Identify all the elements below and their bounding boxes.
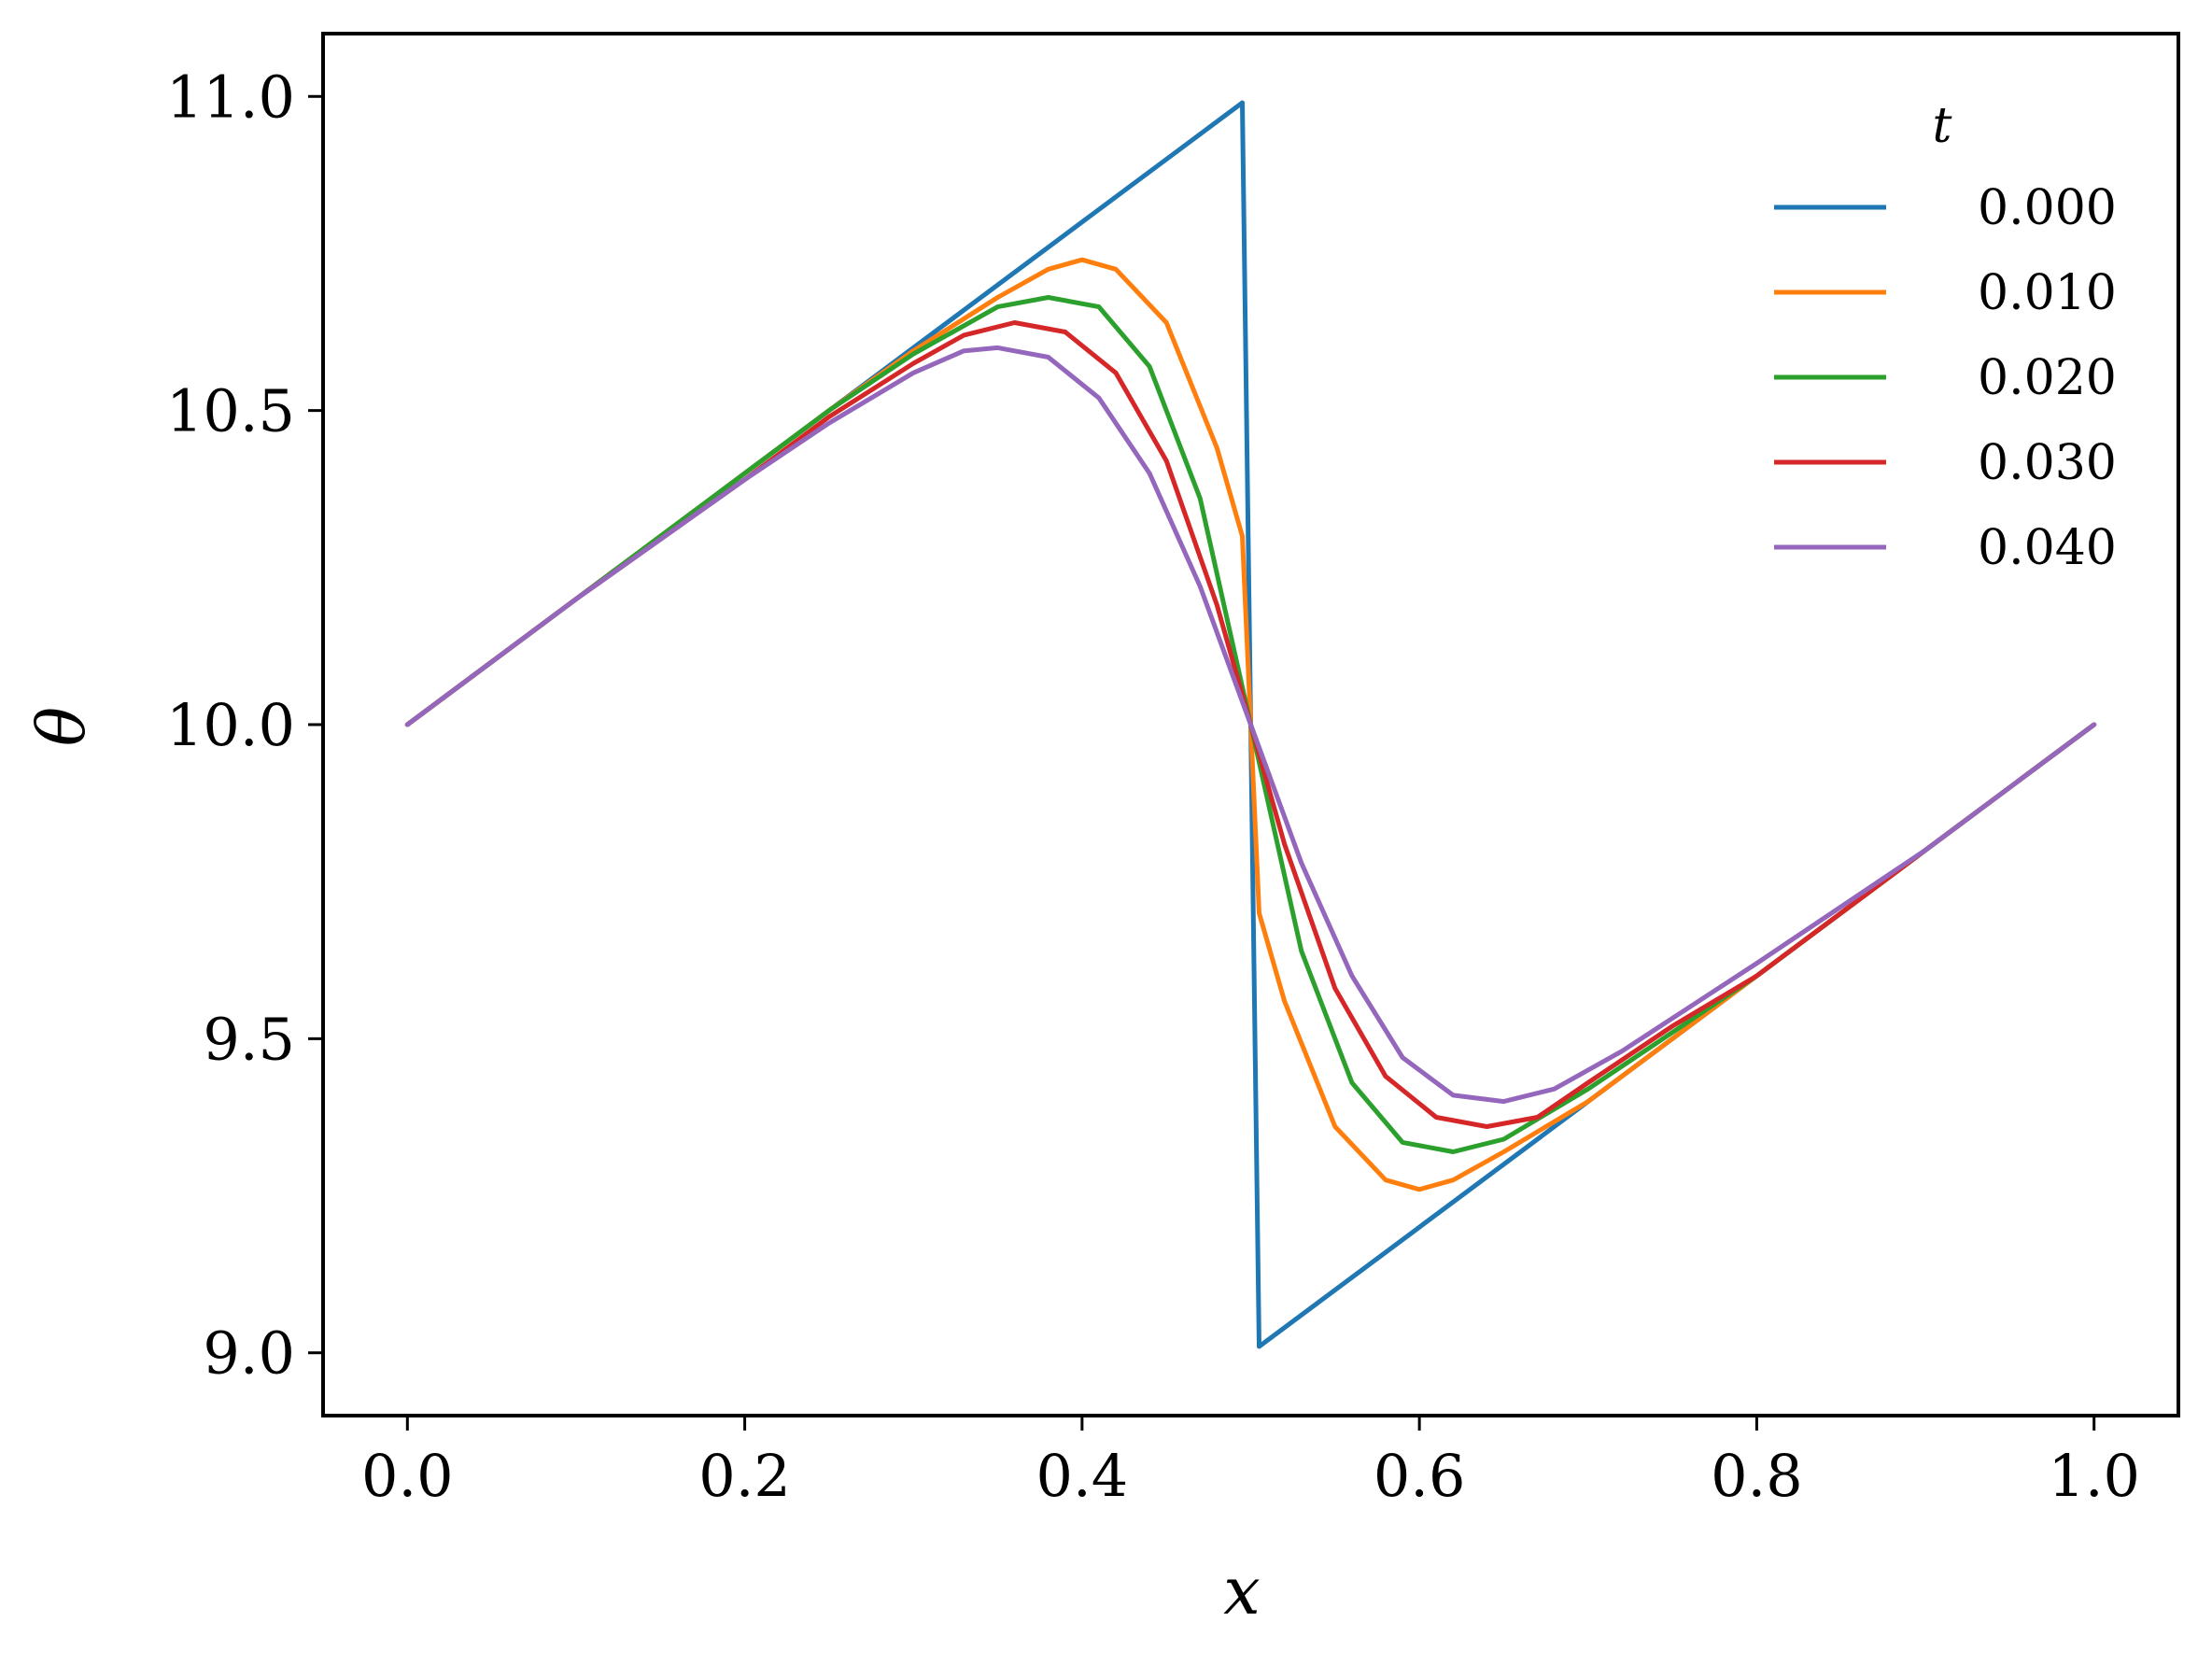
legend-label-0.000: 0.000 [1978,180,2117,236]
legend-label-0.040: 0.040 [1978,520,2117,576]
x-tick-label: 0.0 [361,1442,454,1510]
x-axis-label: x [1223,1553,1260,1629]
x-tick-label: 0.2 [698,1442,791,1510]
y-axis-label: θ [23,707,100,746]
y-tick-label: 11.0 [166,63,295,131]
legend-label-0.010: 0.010 [1978,265,2117,321]
series-line-0.040 [404,345,2097,1105]
y-tick-label: 9.5 [203,1005,295,1073]
y-tick-label: 10.5 [166,377,295,445]
series-layer [404,100,2097,1349]
legend-label-0.020: 0.020 [1978,350,2117,406]
x-tick-label: 0.6 [1374,1442,1466,1510]
y-tick-label: 10.0 [166,691,295,759]
axes-layer: 0.0 0.2 0.4 0.6 0.8 1.0 9.0 9.5 10.0 10.5 11.0 [166,32,2180,1510]
legend-title: t [1933,98,1952,154]
x-tick-label: 0.4 [1036,1442,1129,1510]
x-tick-label: 1.0 [2048,1442,2140,1510]
legend: t 0.000 0.010 0.020 0.030 0.040 [1774,98,2117,576]
legend-label-0.030: 0.030 [1978,435,2117,491]
y-tick-label: 9.0 [203,1319,295,1388]
x-tick-label: 0.8 [1711,1442,1803,1510]
